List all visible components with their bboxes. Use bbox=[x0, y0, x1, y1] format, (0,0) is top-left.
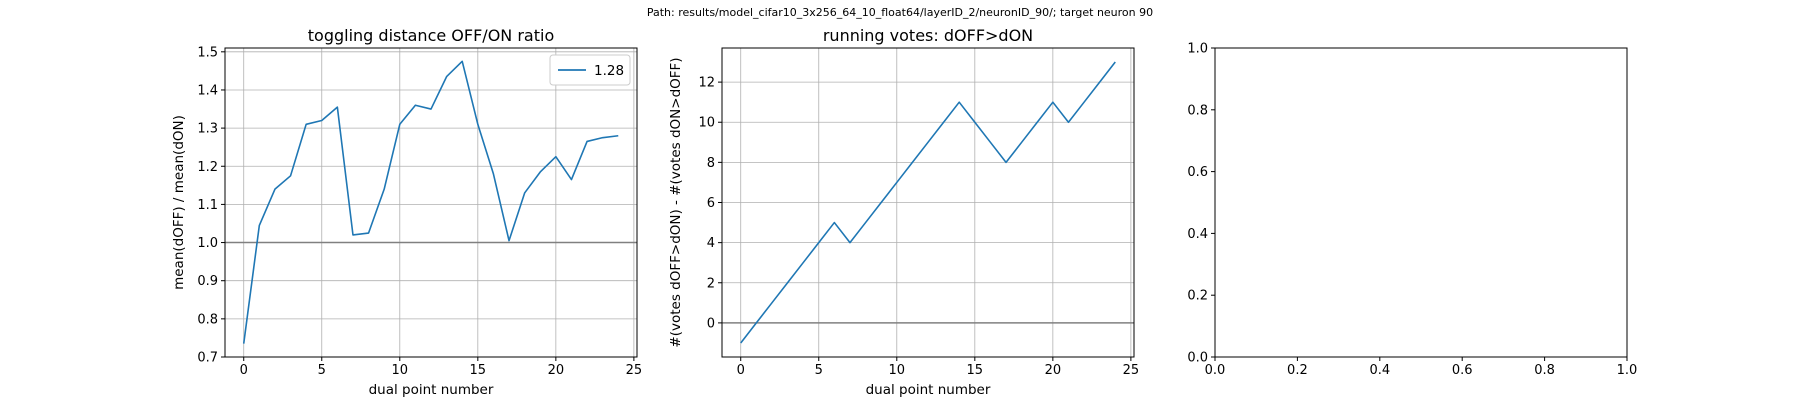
y-tick-label: 1.0 bbox=[1187, 42, 1208, 57]
y-tick-label: 0.6 bbox=[1187, 165, 1208, 180]
x-tick-label: 0.0 bbox=[1205, 363, 1226, 378]
y-tick-label: 1.0 bbox=[197, 236, 218, 251]
series-line bbox=[740, 61, 1116, 344]
y-tick-label: 0.4 bbox=[1187, 227, 1208, 242]
legend-box bbox=[549, 54, 631, 86]
x-tick-label: 0.6 bbox=[1452, 363, 1473, 378]
y-axis-label: mean(dOFF) / mean(dON) bbox=[171, 115, 187, 290]
x-tick-label: 0.8 bbox=[1534, 363, 1555, 378]
x-tick-label: 25 bbox=[626, 363, 643, 378]
axes-frame bbox=[224, 47, 638, 358]
y-tick-label: 0.0 bbox=[1187, 351, 1208, 366]
x-tick-label: 0.4 bbox=[1369, 363, 1390, 378]
y-tick-label: 1.1 bbox=[197, 198, 218, 213]
y-tick-label: 0.8 bbox=[1187, 103, 1208, 118]
series-line bbox=[242, 60, 619, 344]
chart-running-votes: 0 5 10 15 20 25 0 2 4 6 8 10 12 running votes: dOFF>d… bbox=[668, 26, 1139, 398]
axes-frame bbox=[1214, 47, 1628, 358]
figure-suptitle: Path: results/model_cifar10_3x256_64_10_… bbox=[647, 6, 1153, 19]
x-tick-label: 10 bbox=[889, 363, 906, 378]
x-tick-label: 1.0 bbox=[1617, 363, 1638, 378]
x-tick-label: 20 bbox=[1045, 363, 1062, 378]
x-tick-label: 25 bbox=[1123, 363, 1140, 378]
y-tick-label: 0.8 bbox=[197, 312, 218, 327]
y-tick-label: 12 bbox=[698, 76, 715, 91]
y-tick-label: 1.2 bbox=[197, 160, 218, 175]
y-tick-label: 1.4 bbox=[197, 83, 218, 98]
y-tick-label: 10 bbox=[698, 116, 715, 131]
y-tick-label: 0.7 bbox=[197, 351, 218, 366]
x-tick-label: 5 bbox=[815, 363, 823, 378]
x-axis-label: dual point number bbox=[369, 382, 494, 398]
y-tick-label: 1.5 bbox=[197, 45, 218, 60]
y-tick-label: 1.3 bbox=[197, 122, 218, 137]
x-tick-label: 0 bbox=[737, 363, 745, 378]
x-tick-label: 10 bbox=[392, 363, 409, 378]
x-tick-label: 5 bbox=[318, 363, 326, 378]
y-tick-label: 0 bbox=[707, 316, 715, 331]
y-tick-label: 0.9 bbox=[197, 274, 218, 289]
x-axis-label: dual point number bbox=[866, 382, 991, 398]
x-tick-label: 15 bbox=[967, 363, 984, 378]
chart-title: toggling distance OFF/ON ratio bbox=[308, 26, 554, 45]
x-tick-label: 0 bbox=[240, 363, 248, 378]
x-tick-label: 20 bbox=[548, 363, 565, 378]
chart-empty: 0.0 0.2 0.4 0.6 0.8 1.0 0.0 0.2 0.4 0.6 0.8 1.0 bbox=[1187, 42, 1637, 379]
chart-title: running votes: dOFF>dON bbox=[823, 26, 1033, 45]
y-tick-label: 6 bbox=[707, 196, 715, 211]
legend-label: 1.28 bbox=[594, 63, 624, 79]
y-tick-label: 4 bbox=[707, 236, 715, 251]
y-axis-label: #(votes dOFF>dON) - #(votes dON>dOFF) bbox=[668, 57, 684, 347]
chart-toggling-ratio: 0 5 10 15 20 25 0.7 0.8 0.9 1.0 1.1 1.2 1.3 1.4 1.5 tog… bbox=[171, 26, 642, 398]
x-tick-label: 15 bbox=[470, 363, 487, 378]
y-tick-label: 2 bbox=[707, 276, 715, 291]
y-tick-label: 0.2 bbox=[1187, 289, 1208, 304]
x-tick-label: 0.2 bbox=[1287, 363, 1308, 378]
y-tick-label: 8 bbox=[707, 156, 715, 171]
